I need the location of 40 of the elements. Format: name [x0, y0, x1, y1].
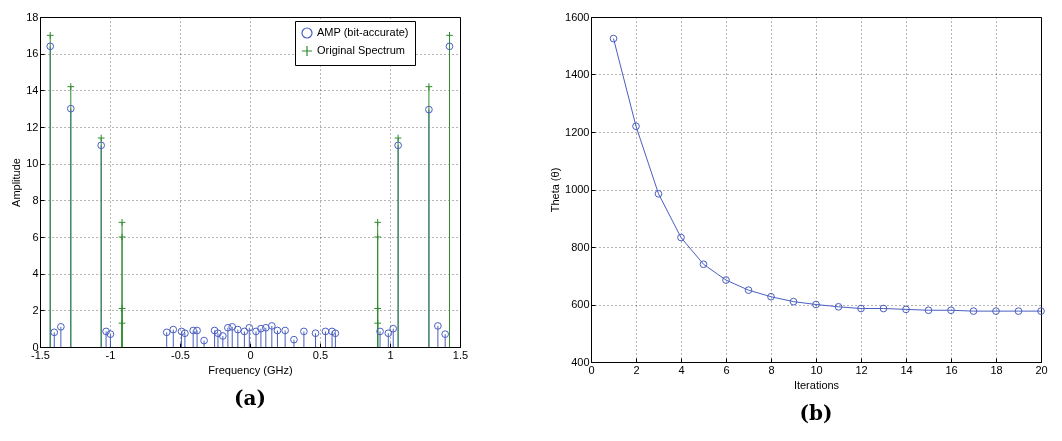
y-tick-label: 18 [26, 10, 39, 23]
x-tick-label: 14 [900, 363, 913, 376]
y-tick-label: 1200 [565, 125, 590, 138]
y-tick-label: 600 [571, 298, 590, 310]
y-tick-label: 800 [571, 240, 590, 253]
y-tick-label: 1600 [565, 10, 590, 23]
x-tick-label: 4 [678, 363, 685, 376]
y-tick-label: 1400 [565, 68, 590, 80]
x-tick-label: 16 [945, 363, 958, 376]
y-tick-label: 10 [26, 157, 39, 170]
x-tick-label: 8 [768, 363, 775, 376]
y-tick-label: 12 [26, 120, 39, 133]
y-tick-label: 8 [32, 193, 39, 206]
y-axis-title: Amplitude [10, 158, 23, 207]
x-tick-label: 10 [810, 363, 823, 376]
x-tick-label: 20 [1035, 363, 1048, 376]
y-tick-label: 14 [26, 83, 39, 96]
x-axis-title: Frequency (GHz) [208, 363, 293, 376]
x-tick-label: 12 [855, 363, 868, 376]
y-tick-label: 400 [571, 355, 590, 368]
y-tick-label: 6 [32, 230, 39, 243]
legend-label: Original Spectrum [317, 44, 406, 56]
text: (a) [234, 386, 266, 410]
y-tick-label: 2 [32, 303, 39, 316]
y-tick-label: 1000 [565, 183, 590, 195]
x-tick-label: 6 [723, 363, 730, 376]
x-tick-label: 1.5 [452, 348, 469, 361]
y-axis-title: Theta (θ) [549, 167, 562, 213]
x-tick-label: 0.5 [312, 348, 329, 361]
legend-label: AMP (bit-accurate) [317, 26, 409, 38]
x-tick-label: 2 [633, 363, 640, 376]
x-axis-title: Iterations [793, 378, 840, 391]
text: (b) [799, 401, 833, 425]
x-tick-label: 1 [387, 348, 394, 361]
x-tick-label: 18 [990, 363, 1003, 376]
y-tick-label: 16 [26, 47, 39, 60]
x-tick-label: -0.5 [171, 348, 190, 361]
x-tick-label: 0 [247, 348, 254, 361]
y-tick-label: 4 [32, 267, 39, 280]
x-tick-label: -1 [105, 348, 116, 361]
